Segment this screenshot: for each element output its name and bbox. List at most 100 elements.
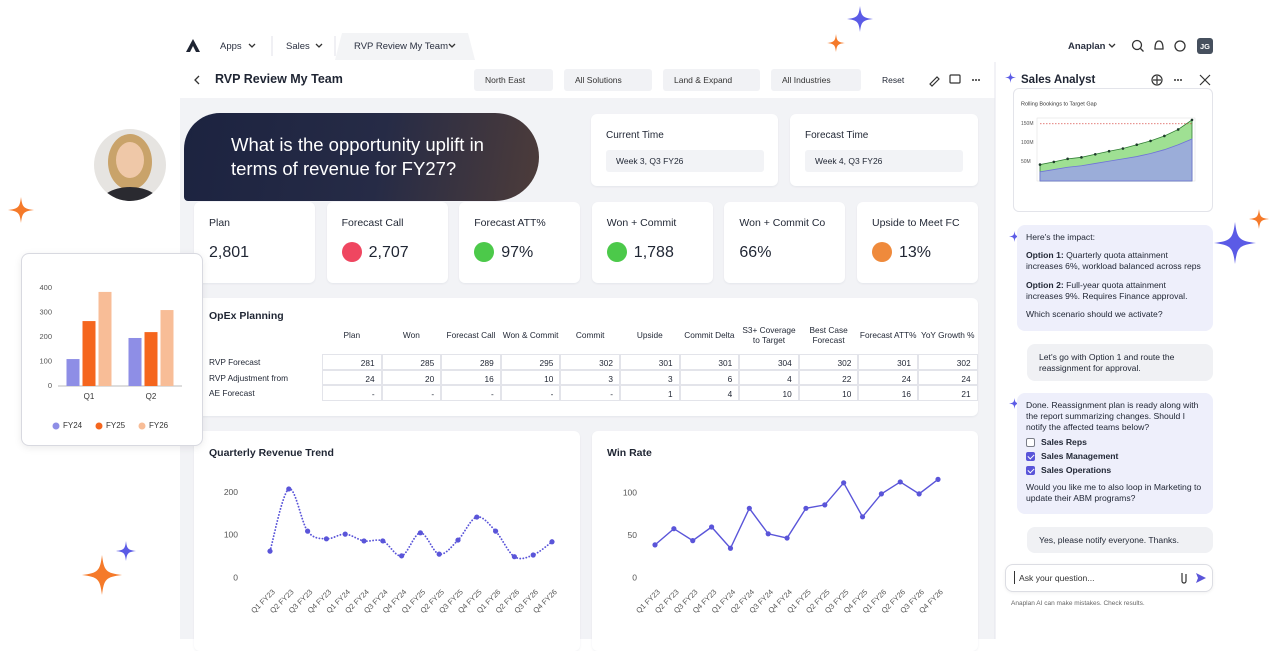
cell: 22 [798, 369, 859, 386]
cell: 20 [381, 369, 442, 386]
chart-title: Win Rate [607, 447, 652, 459]
checkbox [1026, 466, 1035, 475]
cell: 301 [858, 354, 918, 370]
time-select[interactable]: Week 4, Q3 FY26 [805, 150, 963, 172]
check-label: Sales Management [1041, 451, 1119, 461]
column-header: Won & Commit [502, 330, 559, 340]
time-label: Forecast Time [805, 130, 869, 141]
filter[interactable]: All Solutions [564, 69, 652, 91]
page-title: RVP Review My Team [215, 72, 343, 86]
cell: 6 [679, 369, 740, 386]
cell: 4 [739, 369, 799, 386]
check-mark [1027, 466, 1035, 474]
kpi-value: 1,788 [633, 244, 674, 261]
filter[interactable]: All Industries [771, 69, 861, 91]
chat-input[interactable]: Ask your question... [1005, 564, 1213, 592]
message-text: Which scenario should we activate? [1026, 309, 1163, 319]
column-header: Forecast Call [446, 330, 496, 340]
sidebar-title: Sales Analyst [1021, 74, 1096, 86]
cell: 10 [798, 385, 859, 401]
cell: 24 [858, 369, 918, 386]
profile-photo [94, 129, 166, 201]
logo [186, 39, 200, 52]
column-header: Best Case Forecast [809, 325, 848, 345]
nav-item[interactable]: Sales [286, 41, 310, 52]
kpi-card: Plan 2,801 [194, 202, 315, 283]
kpi-label: Forecast Call [341, 217, 404, 229]
filter[interactable]: Land & Expand [663, 69, 760, 91]
kpi-value: 2,801 [209, 244, 250, 261]
option-label: Option 2: [1026, 280, 1064, 290]
cell: 295 [500, 354, 561, 370]
cell: 285 [381, 354, 442, 370]
kpi-card: Won + Commit 1,788 [591, 202, 713, 283]
cursor [1014, 571, 1015, 584]
column-header: Commit [575, 330, 605, 340]
column-header: Won [402, 330, 420, 340]
check-item[interactable]: Sales Reps [1026, 437, 1204, 448]
option-label: Option 1: [1026, 250, 1064, 260]
check-item[interactable]: Sales Operations [1026, 465, 1204, 476]
status-dot [872, 242, 892, 262]
question-bubble: What is the opportunity uplift in terms … [184, 113, 539, 201]
header-icons [1131, 39, 1186, 52]
assistant-message: Done. Reassignment plan is ready along w… [1017, 393, 1213, 514]
reset-button[interactable]: Reset [882, 75, 905, 85]
avatar-badge [1197, 38, 1213, 54]
kpi-value: 13% [899, 244, 932, 261]
cell: - [500, 385, 561, 401]
cell: - [560, 385, 620, 401]
org-name[interactable]: Anaplan [1068, 41, 1106, 52]
kpi-card: Forecast Call 2,707 [326, 202, 448, 283]
row-label: RVP Adjustment from [209, 372, 289, 383]
cell: - [322, 385, 382, 401]
kpi-label: Forecast ATT% [474, 217, 546, 229]
cell: 4 [679, 385, 740, 401]
opex-title: OpEx Planning [209, 310, 284, 322]
kpi-value: 97% [501, 244, 534, 261]
option-text: Full-year quota attainment increases 9%.… [1026, 280, 1188, 301]
status-dot [341, 242, 362, 262]
row-label: AE Forecast [209, 388, 255, 399]
time-select[interactable]: Week 3, Q3 FY26 [606, 150, 764, 172]
status-dot [474, 242, 495, 262]
nav-item[interactable]: Apps [220, 41, 242, 52]
column-header: Commit Delta [684, 330, 735, 340]
kpi-card: Won + Commit Co 66% [724, 202, 846, 283]
cell: 21 [918, 385, 978, 401]
column-header: S3+ Coverage to Target [742, 325, 796, 345]
cell: 289 [441, 354, 501, 370]
message-text: Done. Reassignment plan is ready along w… [1026, 400, 1199, 432]
cell: 24 [918, 369, 978, 386]
kpi-card: Forecast ATT% 97% [459, 202, 581, 283]
message-text: Would you like me to also loop in Market… [1026, 482, 1202, 503]
cell: 302 [918, 354, 978, 370]
toolbar-icons [929, 74, 1211, 87]
kpi-label: Won + Commit Co [739, 217, 826, 229]
check-mark [1027, 452, 1035, 460]
cell: - [381, 385, 442, 401]
kpi-card: Upside to Meet FC 13% [857, 202, 978, 283]
input-placeholder: Ask your question... [1019, 573, 1095, 583]
filter[interactable]: North East [474, 69, 553, 91]
user-message: Yes, please notify everyone. Thanks. [1027, 527, 1213, 553]
kpi-value: 2,707 [368, 244, 409, 261]
check-label: Sales Operations [1041, 465, 1112, 475]
kpi-label: Upside to Meet FC [872, 217, 960, 229]
chart-title: Quarterly Revenue Trend [209, 447, 334, 459]
cell: 301 [620, 354, 680, 370]
status-dot [606, 242, 627, 262]
check-label: Sales Reps [1041, 437, 1087, 447]
chart-card: Win Rate [592, 431, 978, 651]
check-item[interactable]: Sales Management [1026, 451, 1204, 462]
mini-chart-card [1013, 88, 1213, 212]
user-initials[interactable]: JG [1199, 42, 1210, 51]
floating-chart-card [21, 253, 203, 446]
column-header: Upside [636, 330, 663, 340]
nav-item[interactable]: RVP Review My Team [354, 41, 448, 52]
option: Option 1: Quarterly quota attainment inc… [1026, 250, 1204, 272]
input-icons[interactable] [1176, 571, 1208, 585]
option: Option 2: Full-year quota attainment inc… [1026, 280, 1204, 302]
column-header: YoY Growth % [921, 330, 975, 340]
